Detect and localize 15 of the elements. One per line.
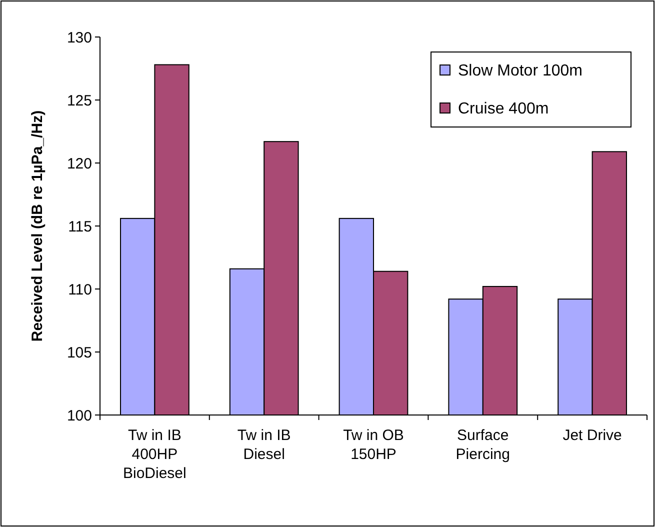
y-tick-label: 115 bbox=[68, 218, 92, 236]
y-axis-title: Received Level (dB re 1µPa_/Hz) bbox=[29, 110, 46, 342]
legend-label: Cruise 400m bbox=[458, 100, 549, 118]
x-tick-label: Tw in IB Diesel bbox=[237, 427, 291, 463]
x-tick-label: Tw in OB 150HP bbox=[343, 427, 404, 463]
x-tick-label: Tw in IB 400HP BioDiesel bbox=[123, 427, 186, 482]
y-tick-label: 105 bbox=[66, 344, 92, 362]
x-tick-label: Surface Piercing bbox=[456, 427, 510, 463]
x-tick-label: Jet Drive bbox=[562, 427, 622, 444]
y-tick-label: 120 bbox=[66, 155, 92, 172]
y-tick-label: 125 bbox=[66, 92, 92, 110]
y-tick-label: 130 bbox=[66, 29, 92, 46]
y-tick-label: 110 bbox=[68, 281, 92, 298]
legend-label: Slow Motor 100m bbox=[458, 62, 582, 80]
y-tick-label: 100 bbox=[66, 407, 92, 424]
